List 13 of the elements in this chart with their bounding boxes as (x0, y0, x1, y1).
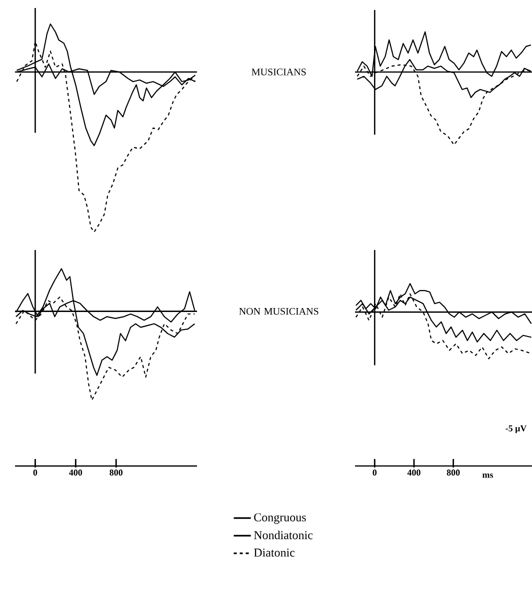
text: NON MUSICIANS (239, 308, 318, 315)
x-axis-title: ms (482, 474, 494, 478)
x-tick-label: 800 (110, 470, 123, 476)
x-tick-label: 0 (33, 470, 38, 476)
legend-label: Nondiatonic (254, 530, 313, 540)
text: MUSICIANS (252, 68, 306, 76)
x-tick-label: 0 (372, 470, 377, 476)
x-tick-label: 400 (407, 470, 420, 476)
legend-label: Congruous (254, 513, 306, 524)
x-tick-label: 800 (446, 470, 460, 476)
text: -5 μV (506, 425, 527, 434)
legend-label: Diatonic (254, 548, 295, 557)
x-tick-label: 400 (69, 470, 82, 476)
